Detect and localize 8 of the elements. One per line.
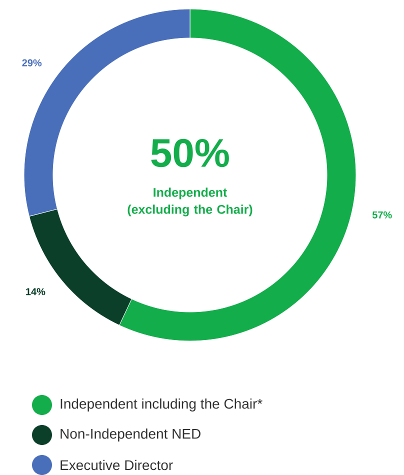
data-label: 14% <box>26 288 46 296</box>
text: Independent (excluding the Chair) <box>128 188 252 216</box>
data-label: 29% <box>22 59 42 66</box>
text: 50% <box>151 138 229 168</box>
legend-label: Non-Independent NED <box>60 428 200 442</box>
legend-label: Independent including the Chair* <box>60 398 262 412</box>
data-label: 57% <box>372 211 392 218</box>
legend-label: Executive Director <box>60 460 173 470</box>
